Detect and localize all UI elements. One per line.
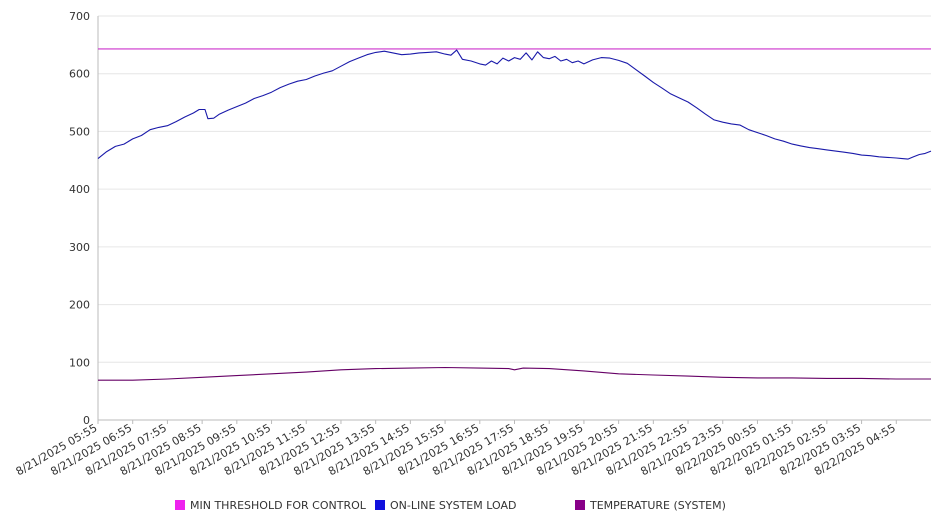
legend-label: ON-LINE SYSTEM LOAD	[390, 499, 516, 512]
legend: MIN THRESHOLD FOR CONTROL ON-LINE SYSTEM …	[175, 499, 726, 512]
series-layer	[97, 48, 932, 381]
y-tick-label: 200	[69, 299, 90, 312]
x-axis: 8/21/2025 05:558/21/2025 06:558/21/2025 …	[14, 419, 931, 478]
y-tick-label: 700	[69, 10, 90, 23]
y-tick-label: 100	[69, 356, 90, 369]
y-tick-label: 300	[69, 241, 90, 254]
legend-label: MIN THRESHOLD FOR CONTROL	[190, 499, 367, 512]
series-line-2	[97, 49, 932, 160]
legend-swatch	[575, 500, 585, 510]
y-axis: 0 100 200 300 400 500 600 700	[69, 10, 99, 427]
legend-swatch	[175, 500, 185, 510]
y-tick-label: 0	[83, 414, 90, 427]
y-tick-label: 600	[69, 68, 90, 81]
grid	[98, 15, 931, 363]
legend-swatch	[375, 500, 385, 510]
legend-label: TEMPERATURE (SYSTEM)	[589, 499, 726, 512]
y-tick-label: 400	[69, 183, 90, 196]
y-tick-label: 500	[69, 125, 90, 138]
series-line-3	[98, 366, 931, 381]
